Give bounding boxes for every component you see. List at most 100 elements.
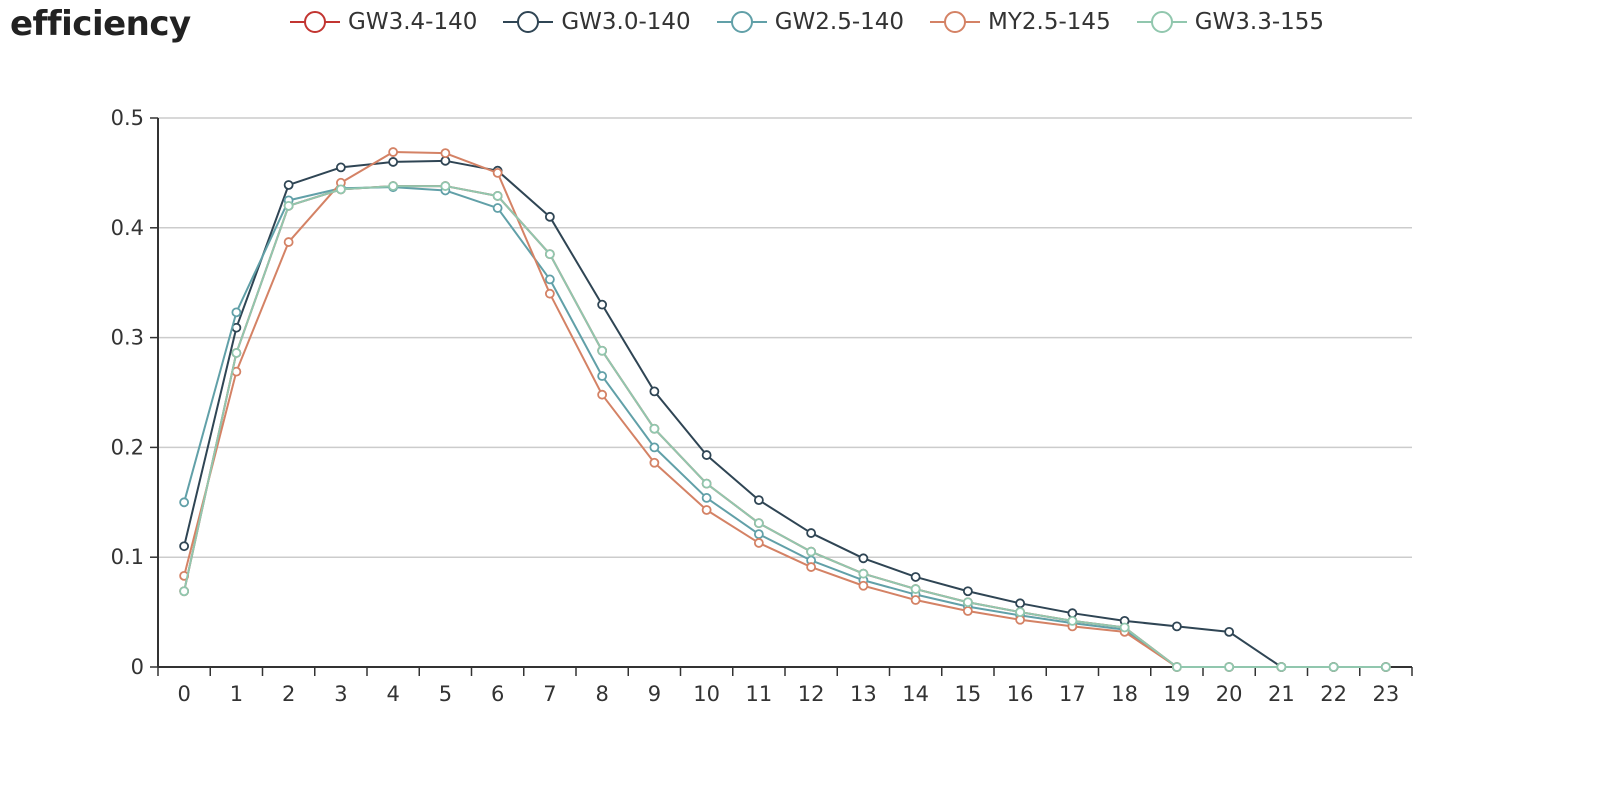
x-tick-label: 20 (1216, 682, 1243, 706)
data-point[interactable] (1328, 662, 1339, 672)
data-point[interactable] (806, 562, 817, 572)
legend-label: MY2.5-145 (988, 9, 1111, 35)
data-point[interactable] (544, 274, 555, 285)
data-point[interactable] (283, 237, 294, 247)
legend-item[interactable]: GW3.4-140 (290, 8, 477, 36)
data-point[interactable] (962, 606, 973, 616)
legend-label: GW3.4-140 (348, 9, 478, 35)
series-line (183, 185, 1386, 668)
data-point[interactable] (597, 299, 608, 310)
data-point[interactable] (283, 200, 294, 211)
legend-item[interactable]: GW3.0-140 (503, 8, 691, 36)
legend-label: GW3.3-155 (1194, 9, 1325, 35)
data-point[interactable] (597, 389, 608, 400)
data-point[interactable] (544, 211, 555, 222)
data-point[interactable] (597, 371, 608, 381)
x-tick-label: 6 (491, 682, 504, 706)
data-point[interactable] (649, 423, 660, 434)
y-tick-label: 0.3 (111, 326, 144, 350)
data-point[interactable] (649, 386, 660, 397)
data-point[interactable] (753, 538, 764, 548)
legend-item[interactable]: GW2.5-140 (716, 8, 904, 36)
series-GW3.0-140 (179, 155, 1391, 672)
data-point[interactable] (544, 288, 555, 299)
legend-swatch-icon (1136, 11, 1187, 33)
data-point[interactable] (910, 572, 921, 582)
x-tick-label: 15 (955, 682, 982, 706)
data-point[interactable] (179, 541, 190, 552)
legend-item[interactable]: MY2.5-145 (930, 8, 1111, 36)
data-point[interactable] (179, 586, 190, 597)
legend-label: GW3.0-140 (561, 9, 691, 35)
data-point[interactable] (753, 495, 764, 506)
data-point[interactable] (388, 147, 399, 157)
data-point[interactable] (1171, 662, 1182, 672)
series-GW3.3-155 (179, 181, 1391, 672)
series-group (179, 147, 1391, 672)
data-point[interactable] (388, 157, 399, 167)
data-point[interactable] (1171, 621, 1182, 632)
data-point[interactable] (179, 497, 190, 508)
axes: 00.10.20.30.40.50 1 2 3 4 5 6 7 8 9 10 11 12 13 14 15 16… (111, 106, 1413, 706)
data-point[interactable] (753, 518, 764, 529)
x-tick-label: 4 (386, 682, 399, 706)
data-point[interactable] (1015, 598, 1026, 609)
x-tick-label: 16 (1007, 682, 1034, 706)
data-point[interactable] (858, 580, 869, 591)
legend: GW3.4-140 GW3.0-140 GW2.5-140 MY2.5-145 GW3.… (290, 6, 1350, 38)
x-tick-label: 11 (746, 682, 773, 706)
series-GW2.5-140 (179, 182, 1391, 672)
data-point[interactable] (701, 450, 712, 460)
data-point[interactable] (388, 181, 399, 191)
data-point[interactable] (649, 457, 660, 468)
data-point[interactable] (1224, 626, 1235, 637)
x-tick-label: 5 (439, 682, 452, 706)
data-point[interactable] (701, 493, 712, 503)
legend-item[interactable]: GW3.3-155 (1136, 8, 1325, 36)
y-tick-label: 0.4 (111, 216, 144, 240)
legend-swatch-icon (930, 11, 981, 33)
data-point[interactable] (492, 167, 503, 178)
x-tick-label: 9 (648, 682, 661, 706)
data-point[interactable] (910, 595, 921, 605)
data-point[interactable] (701, 478, 712, 489)
data-point[interactable] (492, 203, 503, 213)
x-tick-label: 10 (693, 682, 720, 706)
data-point[interactable] (858, 568, 869, 579)
data-point[interactable] (231, 348, 242, 358)
data-point[interactable] (1067, 615, 1078, 626)
data-point[interactable] (753, 529, 764, 540)
data-point[interactable] (962, 597, 973, 608)
y-tick-label: 0 (131, 655, 144, 679)
data-point[interactable] (858, 553, 869, 564)
data-point[interactable] (492, 191, 503, 201)
data-point[interactable] (544, 249, 555, 260)
data-point[interactable] (910, 584, 921, 594)
data-point[interactable] (1224, 662, 1235, 672)
x-tick-label: 14 (902, 682, 929, 706)
data-point[interactable] (649, 442, 660, 453)
data-point[interactable] (335, 162, 346, 173)
x-tick-label: 3 (334, 682, 347, 706)
data-point[interactable] (283, 180, 294, 190)
data-point[interactable] (440, 181, 451, 191)
data-point[interactable] (701, 505, 712, 515)
legend-swatch-icon (716, 11, 767, 33)
data-point[interactable] (806, 546, 817, 557)
data-point[interactable] (440, 148, 451, 159)
legend-swatch-icon (503, 11, 554, 33)
y-tick-label: 0.2 (111, 435, 144, 459)
chart-title: efficiency (10, 4, 191, 44)
x-tick-label: 18 (1111, 682, 1138, 706)
data-point[interactable] (1015, 607, 1026, 617)
data-point[interactable] (597, 345, 608, 356)
y-tick-label: 0.1 (111, 545, 144, 569)
data-point[interactable] (335, 184, 346, 195)
data-point[interactable] (962, 586, 973, 597)
data-point[interactable] (806, 528, 817, 538)
data-point[interactable] (1276, 662, 1287, 672)
data-point[interactable] (1119, 622, 1130, 633)
series-line (183, 185, 1386, 668)
data-point[interactable] (231, 307, 242, 318)
data-point[interactable] (1380, 662, 1391, 672)
